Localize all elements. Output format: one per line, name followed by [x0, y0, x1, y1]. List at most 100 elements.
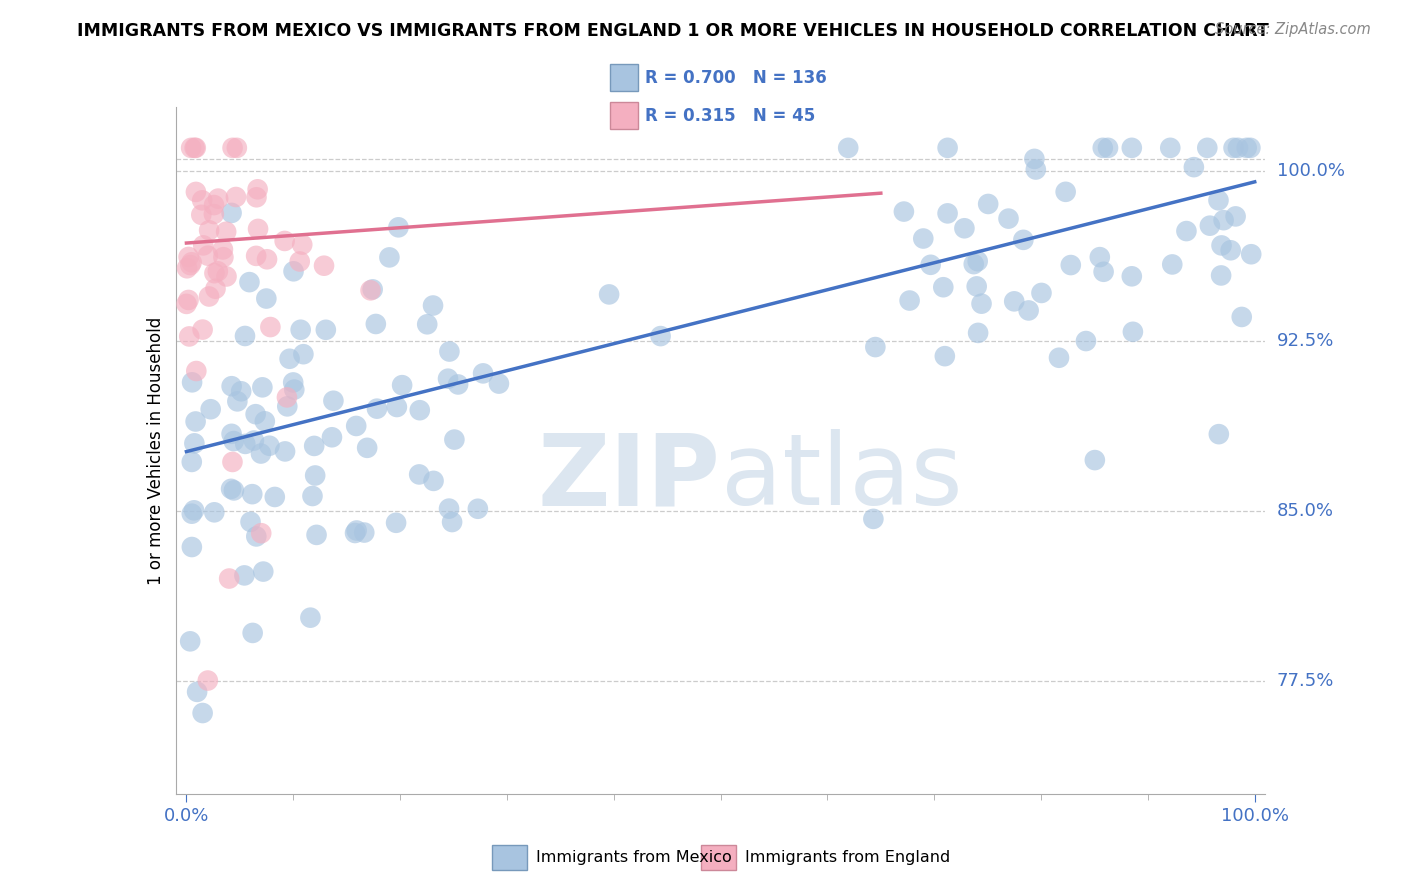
Bar: [610, 64, 638, 91]
Point: [242, 626, 264, 640]
Point: [1097, 141, 1119, 155]
Bar: [610, 102, 638, 129]
Point: [598, 287, 620, 301]
Point: [898, 293, 921, 308]
Point: [184, 141, 207, 155]
Point: [176, 261, 198, 276]
Point: [238, 275, 260, 289]
Point: [250, 446, 273, 460]
Point: [966, 279, 988, 293]
Point: [366, 401, 388, 416]
Point: [190, 208, 212, 222]
Point: [422, 299, 444, 313]
Point: [239, 515, 262, 529]
Point: [186, 364, 208, 378]
Point: [246, 182, 269, 196]
Text: 85.0%: 85.0%: [1277, 501, 1333, 519]
Point: [301, 489, 323, 503]
Point: [179, 634, 201, 648]
Point: [254, 292, 277, 306]
Point: [391, 378, 413, 392]
Text: atlas: atlas: [721, 429, 962, 526]
Point: [250, 526, 273, 541]
Point: [221, 455, 243, 469]
Point: [385, 516, 408, 530]
Point: [1230, 310, 1253, 324]
Point: [225, 141, 247, 155]
Text: R = 0.700   N = 136: R = 0.700 N = 136: [645, 69, 827, 87]
Point: [1025, 162, 1047, 177]
Point: [179, 329, 201, 343]
Point: [360, 284, 382, 298]
Point: [245, 407, 267, 421]
Point: [920, 258, 942, 272]
Point: [862, 512, 884, 526]
Text: Source: ZipAtlas.com: Source: ZipAtlas.com: [1215, 22, 1371, 37]
Point: [934, 349, 956, 363]
Point: [1024, 152, 1046, 166]
Point: [259, 320, 281, 334]
Point: [221, 426, 243, 441]
Point: [197, 249, 219, 263]
Point: [207, 264, 229, 278]
Point: [202, 198, 225, 212]
Point: [215, 225, 238, 239]
Point: [997, 211, 1019, 226]
Point: [180, 507, 202, 521]
Point: [222, 483, 245, 498]
Point: [202, 207, 225, 221]
Point: [1208, 194, 1230, 208]
Text: 100.0%: 100.0%: [1277, 161, 1344, 179]
Point: [422, 474, 444, 488]
Point: [963, 257, 986, 271]
Point: [650, 329, 672, 343]
Point: [212, 250, 235, 264]
Point: [198, 223, 221, 237]
Point: [292, 347, 315, 361]
Point: [179, 258, 201, 272]
Point: [346, 524, 368, 538]
Point: [204, 282, 226, 296]
Text: ZIP: ZIP: [537, 429, 721, 526]
Point: [198, 289, 221, 303]
Point: [970, 296, 993, 310]
Point: [1054, 185, 1077, 199]
Point: [364, 317, 387, 331]
Point: [912, 231, 935, 245]
Point: [344, 526, 367, 541]
Point: [219, 482, 242, 496]
Point: [212, 243, 235, 257]
Bar: [492, 845, 527, 870]
Point: [288, 254, 311, 268]
Point: [865, 340, 887, 354]
Point: [256, 252, 278, 267]
Point: [186, 685, 208, 699]
Point: [180, 540, 202, 554]
Point: [1197, 141, 1219, 155]
Point: [977, 197, 1000, 211]
Point: [443, 433, 465, 447]
Point: [1175, 224, 1198, 238]
Point: [247, 222, 270, 236]
Point: [225, 190, 247, 204]
Point: [245, 190, 267, 204]
Point: [233, 437, 256, 451]
Point: [191, 194, 214, 208]
Point: [1121, 269, 1143, 284]
Point: [312, 259, 335, 273]
Point: [259, 439, 281, 453]
Point: [177, 293, 200, 307]
Point: [226, 394, 249, 409]
Point: [1182, 160, 1205, 174]
Point: [1240, 247, 1263, 261]
Point: [1222, 141, 1244, 155]
Point: [231, 384, 253, 399]
Point: [304, 468, 326, 483]
Point: [1084, 453, 1107, 467]
Text: 77.5%: 77.5%: [1277, 672, 1334, 690]
Point: [202, 505, 225, 519]
Bar: [700, 845, 735, 870]
Text: IMMIGRANTS FROM MEXICO VS IMMIGRANTS FROM ENGLAND 1 OR MORE VEHICLES IN HOUSEHOL: IMMIGRANTS FROM MEXICO VS IMMIGRANTS FRO…: [77, 22, 1270, 40]
Point: [181, 376, 204, 390]
Point: [176, 297, 198, 311]
